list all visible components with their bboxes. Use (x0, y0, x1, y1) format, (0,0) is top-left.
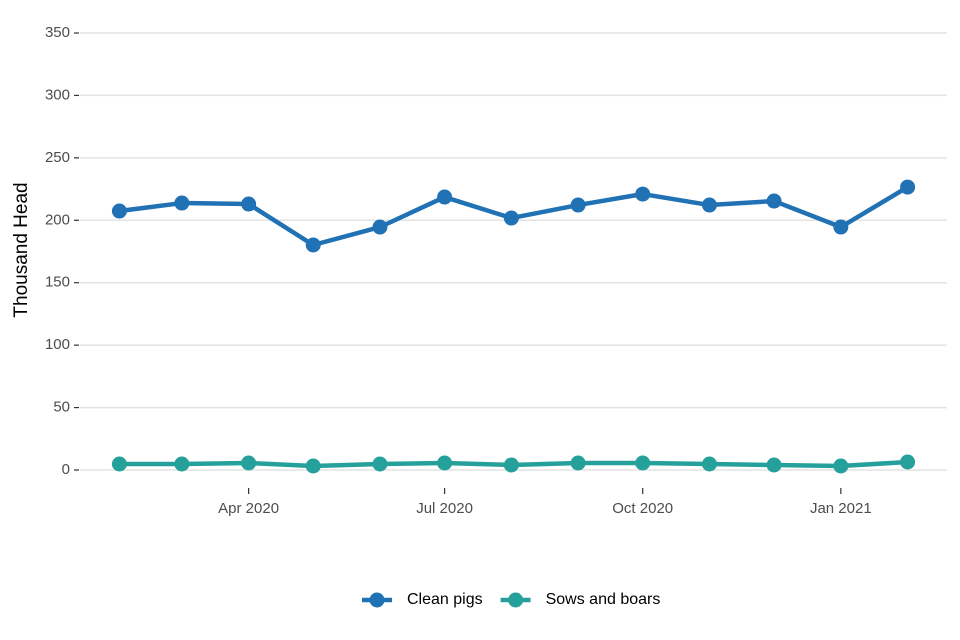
data-point (174, 195, 190, 211)
x-tick-label: Apr 2020 (218, 500, 279, 517)
y-tick-label: 100 (45, 336, 70, 353)
y-tick-label: 50 (53, 399, 70, 416)
data-point (241, 455, 257, 471)
legend-marker (369, 592, 385, 608)
data-point (570, 455, 586, 471)
data-point (701, 456, 717, 472)
data-point (701, 197, 717, 213)
data-point (503, 457, 519, 473)
legend-marker (508, 592, 524, 608)
data-point (766, 193, 782, 209)
data-point (241, 196, 257, 212)
data-point (635, 455, 651, 471)
data-point (305, 237, 321, 253)
y-tick-label: 0 (62, 461, 70, 478)
data-point (833, 219, 849, 235)
data-point (111, 203, 127, 219)
data-point (833, 458, 849, 474)
y-axis-label: Thousand Head (11, 182, 32, 317)
data-point (766, 457, 782, 473)
data-point (570, 197, 586, 213)
x-tick-label: Jan 2021 (810, 500, 872, 517)
legend-label: Clean pigs (407, 591, 483, 608)
data-point (305, 458, 321, 474)
y-tick-label: 200 (45, 211, 70, 228)
data-point (111, 456, 127, 472)
data-point (174, 456, 190, 472)
y-tick-label: 150 (45, 274, 70, 291)
data-point (437, 189, 453, 205)
data-point (372, 456, 388, 472)
data-point (503, 210, 519, 226)
data-point (437, 455, 453, 471)
data-point (900, 454, 916, 470)
data-point (635, 186, 651, 202)
legend-label: Sows and boars (546, 591, 661, 608)
x-tick-label: Jul 2020 (416, 500, 473, 517)
x-tick-label: Oct 2020 (612, 500, 673, 517)
y-tick-label: 250 (45, 149, 70, 166)
y-tick-label: 350 (45, 24, 70, 41)
data-point (900, 179, 916, 195)
y-tick-label: 300 (45, 86, 70, 103)
data-point (372, 219, 388, 235)
